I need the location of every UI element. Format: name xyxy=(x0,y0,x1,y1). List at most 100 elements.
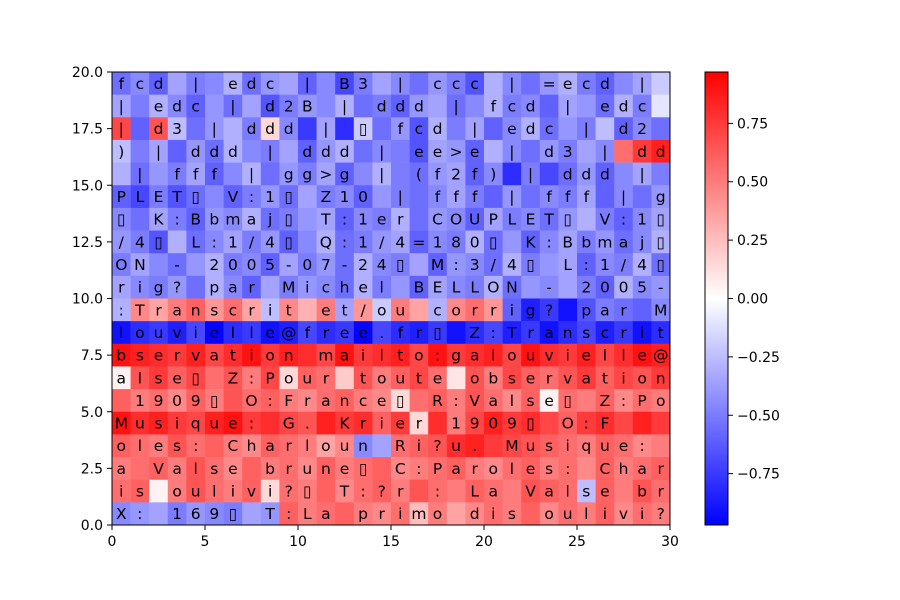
cell-character: ▯ xyxy=(359,460,368,478)
cell-character: v xyxy=(247,483,256,501)
heatmap-cell xyxy=(205,139,224,163)
cell-character: d xyxy=(247,75,257,93)
cell-character: ) xyxy=(118,143,124,161)
heatmap-cell xyxy=(614,185,634,209)
heatmap-cell xyxy=(130,389,150,413)
cell-character: r xyxy=(323,369,330,387)
heatmap-cell xyxy=(465,275,485,299)
heatmap-cell xyxy=(446,253,466,277)
heatmap-cell xyxy=(521,230,541,254)
heatmap-cell xyxy=(614,479,634,503)
heatmap-cell xyxy=(112,139,131,163)
heatmap-cell xyxy=(632,479,652,503)
cell-character: ? xyxy=(657,505,665,523)
heatmap-cell xyxy=(539,479,559,503)
heatmap-cell xyxy=(149,94,169,118)
heatmap-cell xyxy=(130,253,150,277)
heatmap-cell xyxy=(632,366,652,390)
cell-character: 1 xyxy=(228,233,238,251)
cell-character: : xyxy=(360,483,365,501)
heatmap-cell xyxy=(130,479,150,503)
heatmap-cell xyxy=(465,207,485,231)
heatmap-cell xyxy=(539,321,559,345)
heatmap-cell xyxy=(335,411,355,435)
colorbar-tick-label: −0.75 xyxy=(737,467,780,483)
cell-character: B xyxy=(414,279,425,297)
cell-character: | xyxy=(193,75,198,93)
heatmap-cell xyxy=(391,321,410,345)
heatmap-cell xyxy=(595,253,615,277)
heatmap-cell xyxy=(223,298,243,322)
heatmap-cell xyxy=(186,343,206,367)
cell-character: l xyxy=(212,483,216,501)
heatmap-cell xyxy=(279,162,299,186)
cell-character: @ xyxy=(281,324,297,342)
cell-character: i xyxy=(138,279,142,297)
heatmap-cell xyxy=(279,502,299,525)
heatmap-cell xyxy=(391,343,410,367)
heatmap-cell xyxy=(205,230,224,254)
heatmap-cell xyxy=(409,185,429,209)
heatmap-cell xyxy=(632,275,652,299)
cell-character: L xyxy=(563,256,572,274)
cell-character: c xyxy=(452,75,461,93)
cell-character: | xyxy=(230,97,235,115)
x-tick-label: 30 xyxy=(661,534,679,550)
heatmap-cell xyxy=(316,434,336,458)
heatmap-cell xyxy=(149,298,169,322)
heatmap-cell xyxy=(242,298,262,322)
heatmap-cell xyxy=(632,411,652,435)
heatmap-cell xyxy=(112,185,131,209)
heatmap-cell xyxy=(577,298,596,322)
heatmap-cell xyxy=(484,207,503,231)
cell-character: - xyxy=(286,256,292,274)
heatmap-cell xyxy=(465,457,485,480)
heatmap-cell xyxy=(465,253,485,277)
cell-character: d xyxy=(247,120,257,138)
heatmap-cell xyxy=(502,94,522,118)
heatmap-cell xyxy=(428,343,448,367)
heatmap-cell xyxy=(242,230,262,254)
heatmap-cell xyxy=(335,298,355,322)
heatmap-cell xyxy=(391,139,410,163)
cell-character: e xyxy=(600,97,610,115)
cell-character: o xyxy=(433,505,442,523)
heatmap-cell xyxy=(205,479,224,503)
cell-character: N xyxy=(134,256,146,274)
cell-character: e xyxy=(154,437,164,455)
cell-character: t xyxy=(658,324,664,342)
heatmap-cell xyxy=(149,411,169,435)
cell-character: ▯ xyxy=(229,505,238,523)
heatmap-cell xyxy=(335,139,355,163)
cell-character: : xyxy=(342,211,347,229)
cell-character: s xyxy=(173,437,181,455)
heatmap-cell xyxy=(279,139,299,163)
heatmap-cell xyxy=(372,321,392,345)
cell-character: d xyxy=(377,97,387,115)
heatmap-cell xyxy=(409,389,429,413)
heatmap-cell xyxy=(223,72,243,95)
heatmap-cell xyxy=(353,343,373,367)
heatmap-cell xyxy=(577,411,596,435)
heatmap-cell xyxy=(372,139,392,163)
cell-character: | xyxy=(472,120,477,138)
cell-character: e xyxy=(358,324,368,342)
heatmap-cell xyxy=(242,139,262,163)
heatmap-cell xyxy=(242,457,262,480)
heatmap-cell xyxy=(130,139,150,163)
cell-character: E xyxy=(526,211,536,229)
cell-character: a xyxy=(544,483,554,501)
cell-character: Z xyxy=(321,188,332,206)
heatmap-cell xyxy=(335,275,355,299)
heatmap-cell xyxy=(484,389,503,413)
heatmap-cell xyxy=(577,275,596,299)
cell-character: T xyxy=(506,324,517,342)
cell-character: g xyxy=(340,165,350,183)
heatmap-cell xyxy=(205,457,224,480)
heatmap-cell xyxy=(502,230,522,254)
cell-character: e xyxy=(582,347,592,365)
cell-character: 0 xyxy=(172,392,182,410)
heatmap-cell xyxy=(502,298,522,322)
heatmap-cell xyxy=(409,479,429,503)
heatmap-cell xyxy=(409,343,429,367)
